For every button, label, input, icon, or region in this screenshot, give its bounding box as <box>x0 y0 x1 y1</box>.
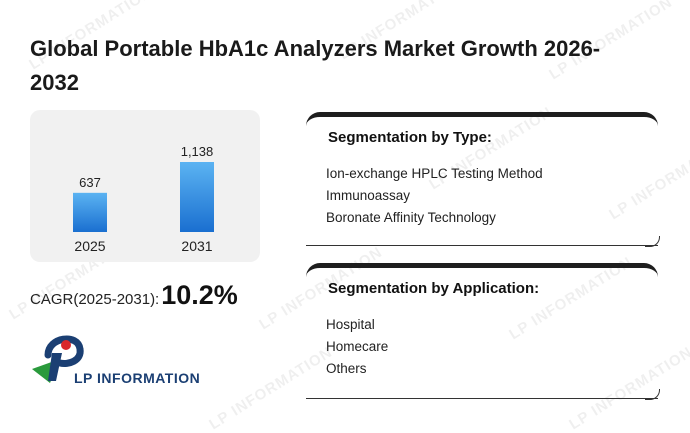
bar-value-label: 637 <box>79 175 101 190</box>
bar-value-label: 1,138 <box>181 144 214 159</box>
bar-2025 <box>73 192 107 232</box>
list-item: Others <box>326 361 367 376</box>
list-item: Boronate Affinity Technology <box>326 210 496 225</box>
segmentation-by-type-panel: Segmentation by Type: Ion-exchange HPLC … <box>306 112 660 247</box>
segmentation-by-application-panel: Segmentation by Application: Hospital Ho… <box>306 263 660 400</box>
segmentation-type-title: Segmentation by Type: <box>328 129 492 146</box>
bar-chart: 637 2025 1,138 2031 <box>30 110 260 262</box>
x-tick-label: 2025 <box>74 238 105 254</box>
list-item: Homecare <box>326 339 389 354</box>
x-tick-label: 2031 <box>181 238 212 254</box>
segmentation-application-list: Hospital Homecare Others <box>326 314 388 380</box>
cagr: CAGR(2025-2031): 10.2% <box>30 280 238 311</box>
logo-text: LP INFORMATION <box>74 370 201 386</box>
lp-information-logo: LP INFORMATION <box>30 325 200 395</box>
segmentation-application-title: Segmentation by Application: <box>328 280 540 297</box>
page-title: Global Portable HbA1c Analyzers Market G… <box>30 36 601 95</box>
list-item: Immunoassay <box>326 188 411 203</box>
bar-2031 <box>180 162 214 232</box>
cagr-value: 10.2% <box>161 280 238 310</box>
segmentation-type-list: Ion-exchange HPLC Testing Method Immunoa… <box>326 163 543 229</box>
logo-mark-icon <box>32 335 84 383</box>
bar-chart-svg: 637 2025 1,138 2031 <box>73 144 214 254</box>
cagr-label: CAGR(2025-2031): <box>30 291 160 308</box>
list-item: Hospital <box>326 317 375 332</box>
list-item: Ion-exchange HPLC Testing Method <box>326 166 543 181</box>
